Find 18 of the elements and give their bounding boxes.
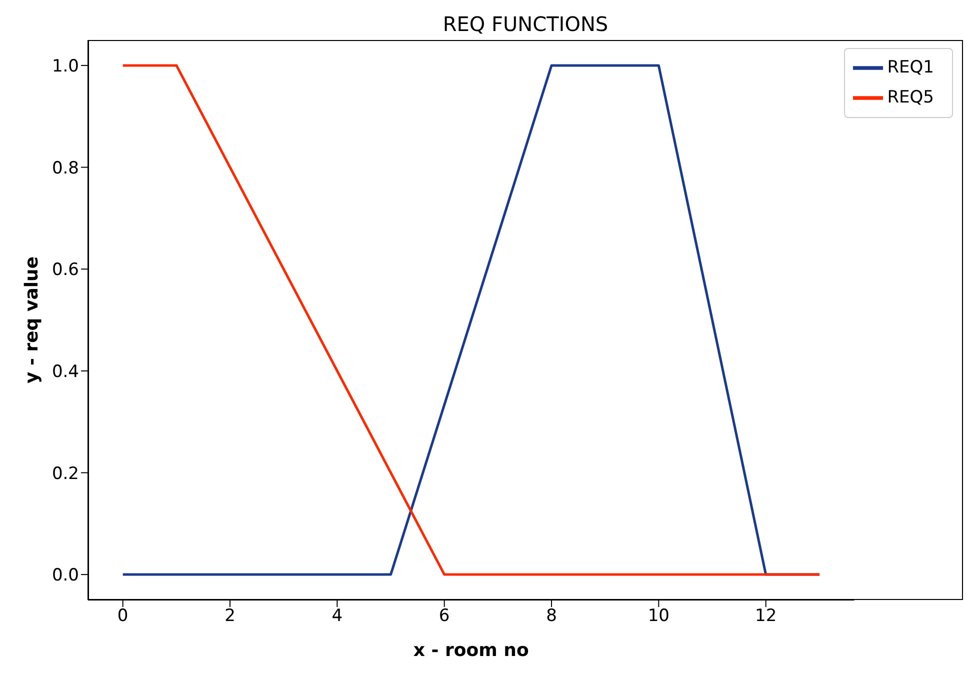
x-tick-label: 10 <box>648 606 670 626</box>
y-tick-label: 0.0 <box>52 566 79 586</box>
legend-label: REQ5 <box>887 88 934 108</box>
y-tick-label: 1.0 <box>52 56 79 76</box>
y-tick-label: 0.2 <box>52 464 79 484</box>
y-axis-title: y - req value <box>22 256 42 384</box>
x-tick-label: 4 <box>332 606 343 626</box>
x-tick-label: 8 <box>546 606 557 626</box>
legend-label: REQ1 <box>887 58 934 78</box>
y-tick-label: 0.6 <box>52 260 79 280</box>
x-axis-title: x - room no <box>413 640 529 661</box>
x-tick-label: 6 <box>438 606 450 626</box>
y-tick-label: 0.8 <box>52 158 79 178</box>
chart-title: REQ FUNCTIONS <box>442 12 610 36</box>
y-tick-label: 0.4 <box>52 362 79 382</box>
x-tick-label: 12 <box>755 606 777 626</box>
x-tick-label: 0 <box>117 606 128 626</box>
x-tick-label: 2 <box>224 606 236 626</box>
